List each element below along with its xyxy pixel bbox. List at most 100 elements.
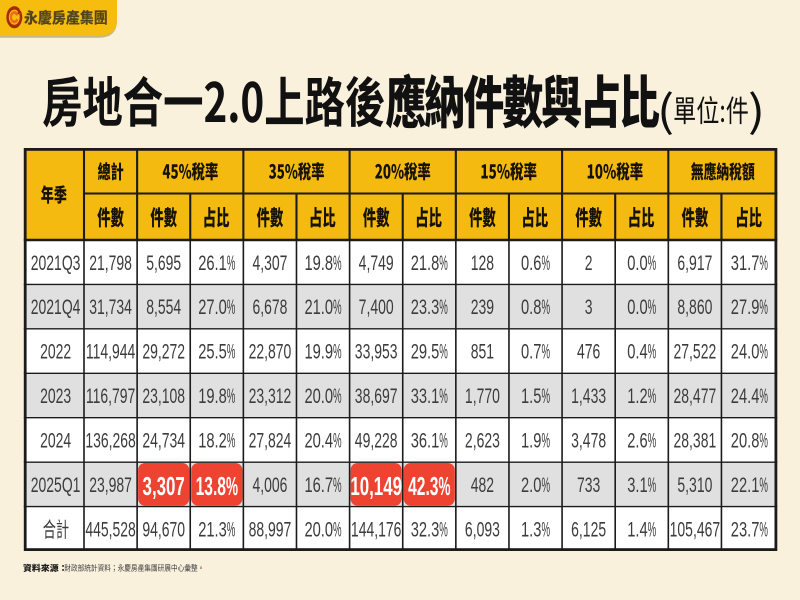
- svg-text:21,798: 21,798: [89, 251, 132, 275]
- svg-text:3,307: 3,307: [143, 471, 185, 501]
- svg-text:2021Q3: 2021Q3: [31, 251, 81, 275]
- svg-text:23.3: 23.3: [411, 296, 440, 319]
- svg-text:%: %: [648, 385, 657, 408]
- svg-text:%: %: [439, 252, 448, 275]
- svg-text:20.4: 20.4: [304, 429, 333, 452]
- svg-text:2.6: 2.6: [627, 429, 647, 452]
- svg-text:8,860: 8,860: [677, 295, 712, 319]
- svg-text:%: %: [759, 518, 768, 541]
- svg-text:%: %: [759, 385, 768, 408]
- svg-text:3.1: 3.1: [627, 473, 647, 496]
- svg-text:16.7: 16.7: [304, 473, 333, 496]
- svg-text:%: %: [648, 518, 657, 541]
- svg-text:36.1: 36.1: [411, 429, 440, 452]
- svg-text:6,093: 6,093: [465, 518, 500, 542]
- svg-text:2022: 2022: [40, 340, 71, 364]
- svg-text:445,528: 445,528: [85, 518, 136, 542]
- svg-text:24.0: 24.0: [731, 340, 760, 363]
- svg-text:27,824: 27,824: [249, 429, 292, 453]
- svg-text:%: %: [333, 341, 342, 364]
- svg-text:29.5: 29.5: [411, 340, 440, 363]
- svg-text:%: %: [648, 296, 657, 319]
- svg-text:%: %: [333, 252, 342, 275]
- svg-text:7,400: 7,400: [359, 295, 394, 319]
- svg-text:%: %: [333, 385, 342, 408]
- svg-text:114,944: 114,944: [86, 340, 135, 364]
- svg-text:23,987: 23,987: [89, 473, 132, 497]
- svg-text:%: %: [648, 430, 657, 453]
- svg-text:%: %: [438, 472, 450, 501]
- svg-text:2023: 2023: [40, 384, 71, 408]
- svg-text:2,623: 2,623: [465, 429, 500, 453]
- svg-text:24,734: 24,734: [142, 429, 185, 453]
- svg-text:%: %: [439, 518, 448, 541]
- svg-text:105,467: 105,467: [670, 518, 721, 542]
- svg-text:19.9: 19.9: [304, 340, 333, 363]
- svg-text:2.0: 2.0: [521, 473, 541, 496]
- svg-text:6,125: 6,125: [571, 518, 606, 542]
- svg-text:%: %: [541, 341, 550, 364]
- svg-text:28,477: 28,477: [674, 384, 717, 408]
- svg-text:%: %: [759, 296, 768, 319]
- svg-text:%: %: [227, 518, 236, 541]
- svg-text:18.2: 18.2: [198, 429, 227, 452]
- svg-text:0.6: 0.6: [521, 251, 541, 274]
- svg-text:2024: 2024: [40, 429, 71, 453]
- svg-text:136,268: 136,268: [85, 429, 136, 453]
- svg-text:20.0: 20.0: [304, 385, 333, 408]
- svg-text:2021Q4: 2021Q4: [31, 295, 81, 319]
- svg-text:33,953: 33,953: [355, 340, 398, 364]
- svg-text:482: 482: [471, 473, 494, 497]
- svg-text:19.8: 19.8: [304, 251, 333, 274]
- svg-text:0.4: 0.4: [627, 340, 647, 363]
- svg-text:27,522: 27,522: [674, 340, 717, 364]
- svg-text:%: %: [759, 341, 768, 364]
- svg-text:%: %: [227, 296, 236, 319]
- svg-text:%: %: [541, 474, 550, 497]
- svg-text:1.3: 1.3: [521, 518, 541, 541]
- svg-text:6,917: 6,917: [677, 251, 712, 275]
- svg-text:2: 2: [585, 251, 593, 275]
- svg-text:27.0: 27.0: [198, 296, 227, 319]
- svg-text:28,381: 28,381: [674, 429, 717, 453]
- svg-text:%: %: [759, 430, 768, 453]
- svg-text:0.0: 0.0: [627, 251, 647, 274]
- svg-text:38,697: 38,697: [355, 384, 398, 408]
- svg-text:26.1: 26.1: [198, 251, 227, 274]
- svg-text:128: 128: [471, 251, 494, 275]
- svg-text:%: %: [541, 518, 550, 541]
- svg-text:1.2: 1.2: [627, 385, 647, 408]
- svg-text:%: %: [439, 341, 448, 364]
- svg-text:88,997: 88,997: [249, 518, 292, 542]
- svg-text:%: %: [439, 430, 448, 453]
- svg-text:33.1: 33.1: [411, 385, 440, 408]
- svg-text:733: 733: [577, 473, 600, 497]
- svg-text:21.0: 21.0: [304, 296, 333, 319]
- svg-text:20.0: 20.0: [304, 518, 333, 541]
- svg-text:%: %: [333, 474, 342, 497]
- svg-text:%: %: [227, 385, 236, 408]
- svg-text:5,695: 5,695: [146, 251, 181, 275]
- svg-text:1.5: 1.5: [521, 385, 541, 408]
- svg-text:42.3: 42.3: [408, 472, 438, 501]
- svg-text:27.9: 27.9: [731, 296, 760, 319]
- svg-text:23,108: 23,108: [142, 384, 185, 408]
- svg-text:49,228: 49,228: [355, 429, 398, 453]
- svg-text:3,478: 3,478: [571, 429, 606, 453]
- svg-text:13.8: 13.8: [196, 472, 226, 501]
- svg-text:31.7: 31.7: [731, 251, 760, 274]
- svg-text:%: %: [759, 474, 768, 497]
- svg-text:20.8: 20.8: [731, 429, 760, 452]
- svg-text:25.5: 25.5: [198, 340, 227, 363]
- svg-text:10,149: 10,149: [350, 471, 402, 501]
- svg-text:%: %: [333, 518, 342, 541]
- svg-text:%: %: [759, 252, 768, 275]
- svg-text:%: %: [333, 430, 342, 453]
- svg-text:4,307: 4,307: [252, 251, 287, 275]
- svg-text:239: 239: [471, 295, 494, 319]
- svg-text:32.3: 32.3: [411, 518, 440, 541]
- svg-text:2025Q1: 2025Q1: [31, 473, 81, 497]
- svg-text:%: %: [648, 474, 657, 497]
- svg-text:22.1: 22.1: [731, 473, 760, 496]
- svg-text:21.8: 21.8: [411, 251, 440, 274]
